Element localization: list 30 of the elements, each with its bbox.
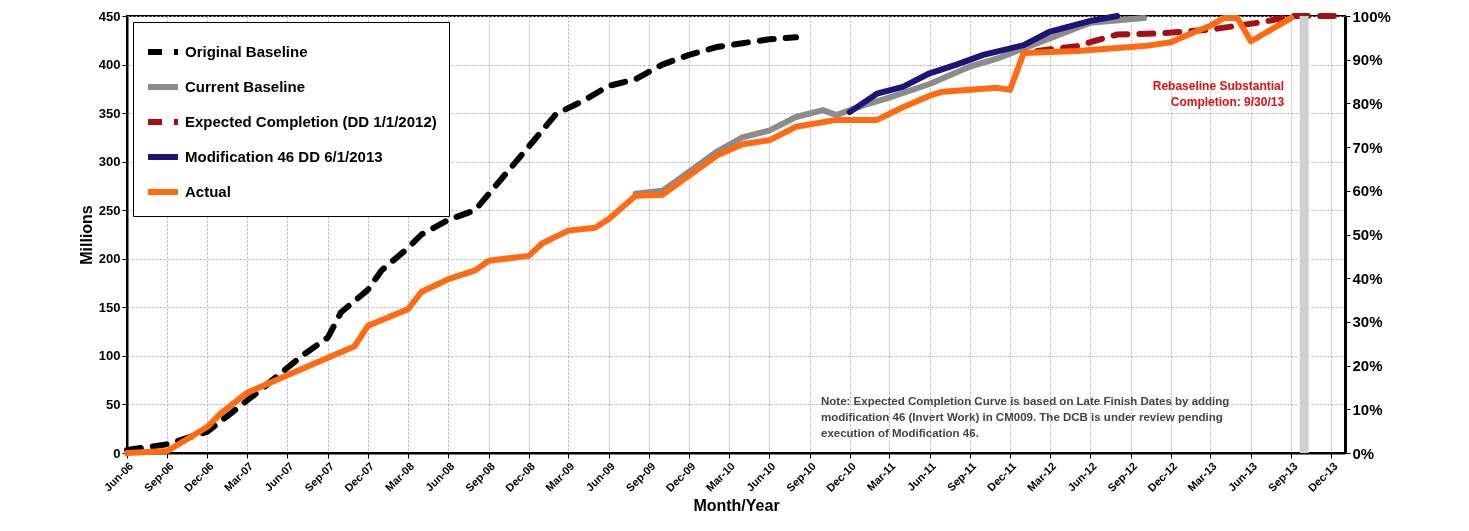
- y-axis-title: Millions: [77, 205, 95, 265]
- y-tick-label: 250: [98, 202, 121, 218]
- ref-line-label: Rebaseline Substantial Completion: 9/30/13: [1152, 79, 1285, 109]
- y-tick-label: 50: [106, 396, 121, 412]
- annotation: Note: Expected Completion Curve is based on Late Finish Dates by adding modification 46 (Invert Work) in CM009. The DCB is under review pending execution of Modification 46.: [821, 395, 1230, 439]
- y-tick-label: 400: [98, 57, 121, 73]
- x-axis-title: Month/Year: [693, 496, 780, 514]
- y-tick-label: 0: [113, 445, 121, 461]
- legend-label: Current Baseline: [185, 78, 306, 95]
- y2-tick-label: 90%: [1352, 51, 1383, 69]
- y-tick-label: 300: [98, 154, 121, 170]
- y2-tick-label: 70%: [1352, 138, 1383, 156]
- y2-tick-label: 20%: [1352, 357, 1383, 375]
- y2-tick-label: 30%: [1352, 313, 1383, 331]
- y-tick-label: 350: [98, 105, 121, 121]
- y2-tick-label: 80%: [1352, 94, 1383, 112]
- y2-tick-label: 0%: [1352, 444, 1375, 462]
- legend-label: Original Baseline: [185, 43, 308, 60]
- legend-label: Actual: [185, 183, 231, 200]
- y2-tick-label: 50%: [1352, 226, 1383, 243]
- y-tick-label: 450: [98, 8, 121, 24]
- y-tick-label: 100: [98, 348, 121, 364]
- y2-tick-label: 40%: [1352, 269, 1383, 287]
- legend-label: Expected Completion (DD 1/1/2012): [185, 113, 437, 130]
- y2-tick-label: 100%: [1352, 7, 1391, 25]
- y-tick-label: 200: [98, 251, 121, 267]
- y2-tick-label: 60%: [1352, 182, 1383, 200]
- y2-tick-label: 10%: [1352, 400, 1383, 418]
- y-tick-label: 150: [98, 299, 121, 315]
- legend-label: Modification 46 DD 6/1/2013: [185, 148, 383, 165]
